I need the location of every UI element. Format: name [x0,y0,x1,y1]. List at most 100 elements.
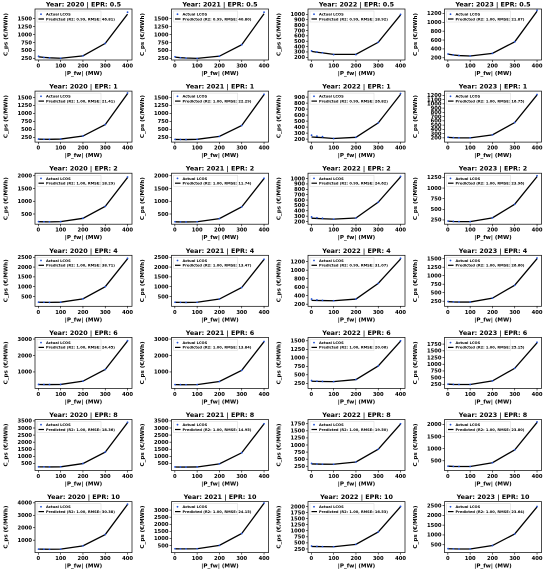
legend-box [446,503,511,515]
x-tick-label: 300 [236,146,247,152]
y-axis-label: C_ps (€/MWh) [413,505,419,548]
x-tick-label: 200 [214,474,225,480]
actual-point [469,465,472,468]
x-tick-label: 400 [532,64,543,70]
y-tick-label: 1000 [154,536,169,542]
actual-point [174,220,176,223]
y-tick-label: 500 [294,373,305,379]
x-tick-label: 0 [173,64,177,70]
actual-point [355,378,357,381]
x-axis-label: |P_fw| (MW) [474,564,512,570]
legend-actual-label: Actual LCOS [46,259,71,263]
actual-point [399,505,402,508]
y-axis-label: C_ps (€/MWh) [413,259,419,302]
subplot-2020-epr-4: Year: 2020 | EPR: 4 0 100 200 300 400 500 1000 1… [4,247,134,323]
actual-point [218,544,221,547]
actual-point [218,55,221,58]
actual-point [458,54,460,57]
y-tick-label: 2000 [154,440,169,446]
actual-point [59,301,62,304]
subplot-2020-epr-0.5: Year: 2020 | EPR: 0.5 0 100 200 300 400 250 500… [4,1,134,78]
legend-actual-label: Actual LCOS [183,95,208,99]
actual-point [332,380,335,383]
subplot-2021-epr-10: Year: 2021 | EPR: 10 0 100 200 300 400 5001000… [140,493,270,569]
actual-point [491,379,494,382]
legend-actual-label: Actual LCOS [319,177,344,181]
actual-point [179,547,182,550]
actual-point [126,11,129,14]
legend-box [36,421,102,433]
actual-point [59,138,62,140]
legend-predicted-label: Predicted (R2: 1.00, RMSE: 14.95) [183,428,252,432]
y-tick-label: 600 [294,34,305,40]
actual-point [48,548,51,551]
actual-point [452,300,455,303]
actual-point [491,52,494,55]
legend-actual-label: Actual LCOS [183,423,208,427]
y-tick-label: 500 [158,294,169,300]
subplot-2020-epr-10: Year: 2020 | EPR: 10 0 100 200 300 400 1000 200… [4,493,134,569]
x-tick-label: 200 [487,310,498,316]
x-tick-label: 400 [395,64,406,70]
y-tick-label: 250 [294,381,305,387]
y-tick-label: 2000 [18,174,33,180]
subplot-title: Year: 2020 | EPR: 1 [48,83,117,92]
actual-point [513,533,516,535]
y-tick-label: 500 [431,207,442,213]
y-tick-label: 200 [294,55,305,61]
x-tick-label: 100 [465,228,476,234]
legend-actual-marker [313,341,315,344]
actual-point [43,220,45,223]
legend-actual-marker [40,13,42,16]
y-axis-label: C_ps (€/MWh) [140,259,146,302]
x-tick-label: 200 [351,228,362,234]
legend-predicted-label: Predicted (R2: 1.00, RMSE: 19.50) [319,428,388,432]
actual-point [174,466,176,468]
actual-point [469,220,472,223]
subplot-title: Year: 2020 | EPR: 0.5 [45,1,121,10]
actual-point [185,466,187,468]
axes-frame [307,172,406,225]
y-axis-label: C_ps (€/MWh) [4,13,10,56]
y-tick-label: 600 [294,113,305,119]
actual-point [332,299,335,302]
actual-point [126,176,129,178]
y-tick-label: 500 [431,375,442,381]
subplot-title: Year: 2020 | EPR: 6 [48,329,118,338]
axes-frame [34,337,133,389]
y-tick-label: 1500 [427,434,442,440]
y-tick-label: 500 [21,212,32,218]
x-tick-label: 0 [37,392,41,398]
legend-box [173,339,238,351]
x-axis-label: |P_fw| (MW) [65,317,103,323]
legend-actual-marker [40,177,42,180]
legend-actual-label: Actual LCOS [183,177,208,181]
legend-actual-marker [313,423,315,426]
x-tick-label: 300 [100,228,111,234]
actual-point [316,462,318,465]
y-tick-label: 1000 [154,370,169,376]
y-tick-label: 500 [294,541,305,547]
axes-frame [171,419,269,471]
x-tick-label: 0 [37,310,41,316]
actual-point [321,299,324,302]
actual-point [196,138,199,141]
legend-actual-label: Actual LCOS [456,341,481,345]
x-tick-label: 300 [373,146,384,152]
subplot-2022-epr-8: Year: 2022 | EPR: 8 0 100 200 300 400 25050075… [277,411,407,488]
actual-point [452,136,455,139]
actual-point [321,380,324,383]
x-tick-label: 200 [487,556,498,562]
x-tick-label: 300 [373,474,384,480]
subplot-title: Year: 2021 | EPR: 1 [185,83,254,92]
x-tick-label: 0 [446,310,450,316]
y-tick-label: 500 [294,203,305,209]
actual-point [377,448,380,451]
y-tick-label: 1250 [18,24,33,30]
y-tick-label: 500 [158,48,169,54]
x-axis-label: |P_fw| (MW) [65,153,103,159]
actual-point [37,220,40,223]
y-tick-label: 250 [431,218,442,224]
subplot-title: Year: 2023 | EPR: 10 [456,493,530,502]
x-tick-label: 100 [328,146,339,152]
